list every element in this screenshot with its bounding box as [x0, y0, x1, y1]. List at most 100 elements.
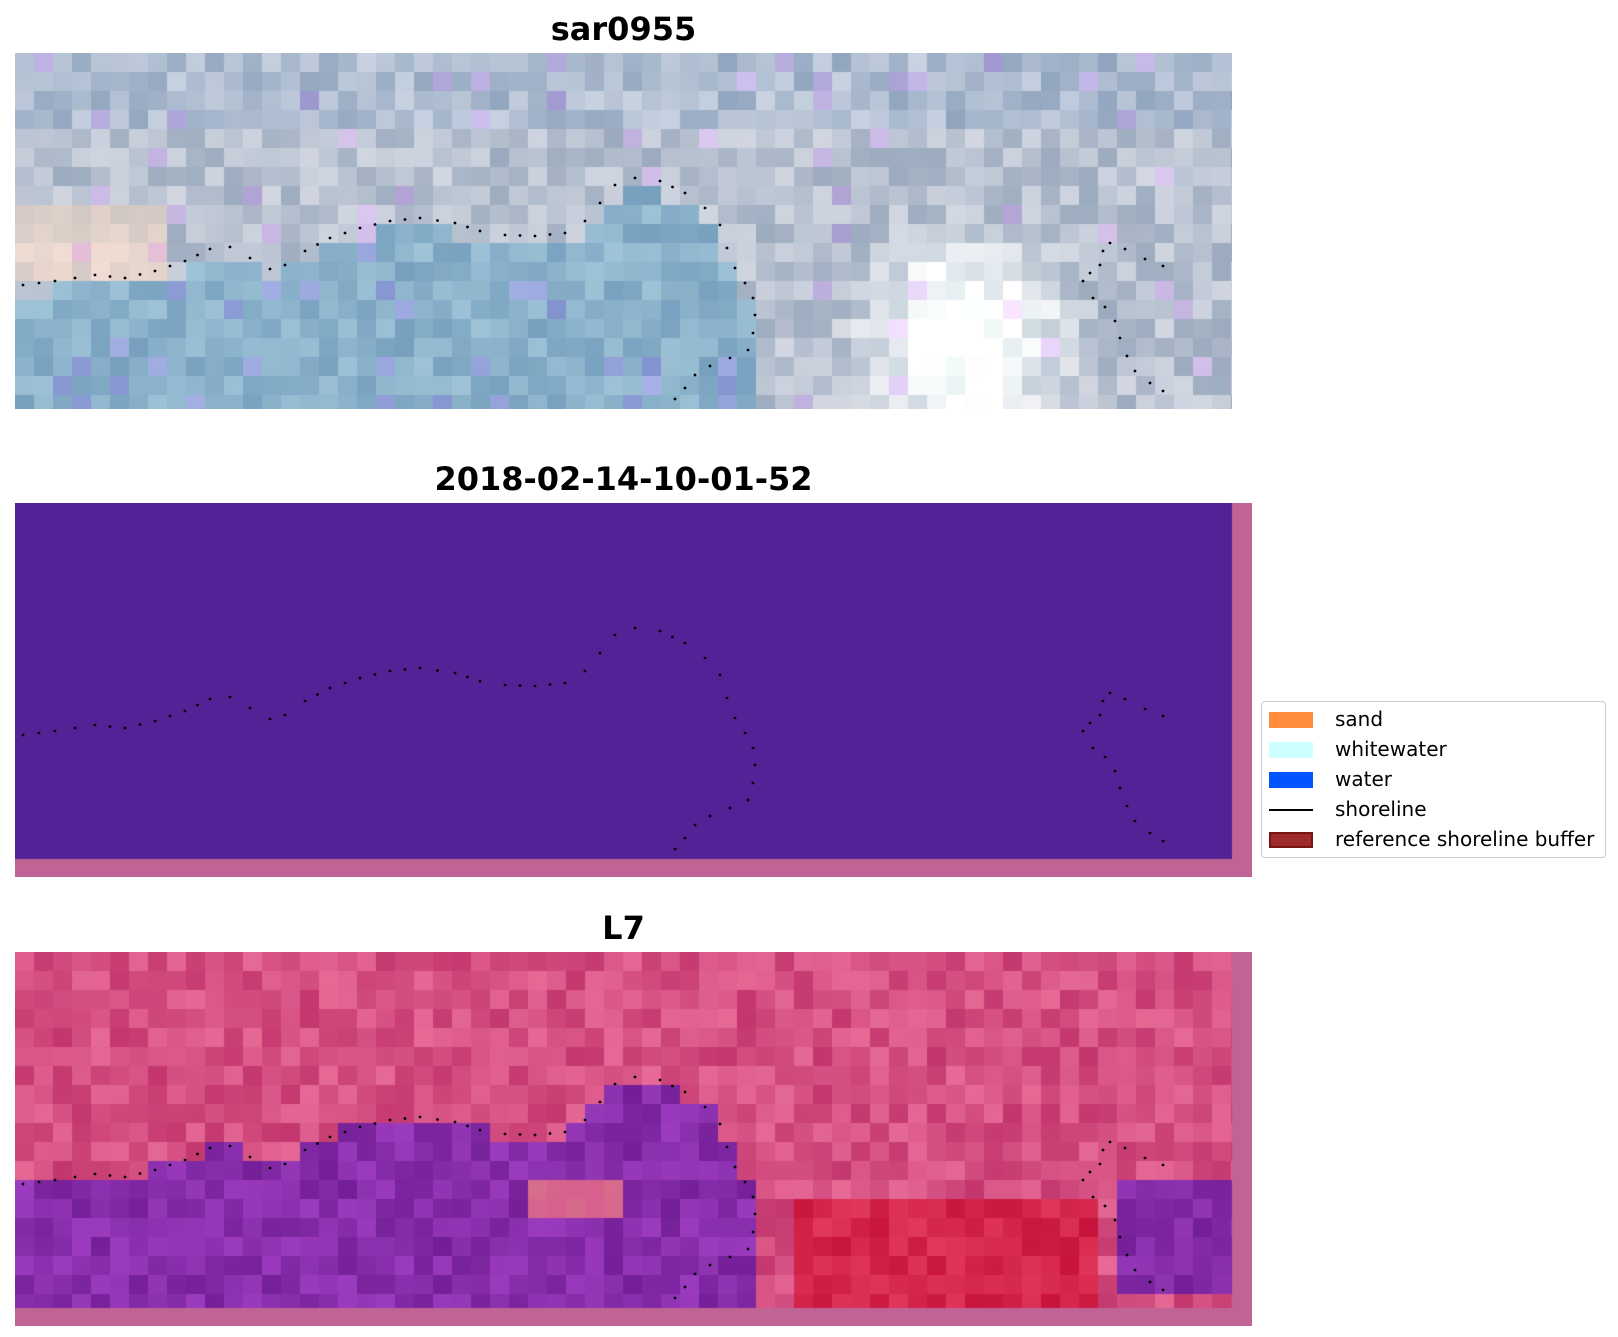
- shoreline-point: [658, 1078, 662, 1082]
- shoreline-point: [1161, 714, 1165, 718]
- shoreline-point: [613, 633, 617, 637]
- shoreline-point: [548, 233, 552, 236]
- shoreline-point: [248, 706, 252, 710]
- shoreline-point: [123, 1175, 127, 1179]
- rgb-image: [15, 53, 1232, 409]
- shoreline-point: [1091, 1195, 1095, 1199]
- shoreline-point: [316, 243, 319, 246]
- shoreline-point: [718, 673, 722, 677]
- shoreline-point: [1088, 1170, 1092, 1174]
- shoreline-point: [21, 733, 25, 737]
- shoreline-point: [1125, 1253, 1129, 1257]
- shoreline-point: [153, 719, 157, 723]
- shoreline-point: [403, 218, 407, 221]
- shoreline-point: [373, 673, 377, 676]
- rgb-image-panel: [15, 53, 1232, 409]
- shoreline-point: [533, 1133, 537, 1137]
- shoreline-point: [1143, 257, 1147, 261]
- shoreline-point: [673, 397, 677, 401]
- shoreline-point: [598, 1100, 602, 1104]
- shoreline-point: [583, 219, 587, 223]
- shoreline-point: [518, 234, 522, 237]
- shoreline-point: [1081, 1178, 1085, 1182]
- shoreline-point: [1161, 1288, 1165, 1292]
- legend-item-reference-buffer: reference shoreline buffer: [1269, 824, 1599, 854]
- shoreline-point: [1133, 819, 1137, 823]
- shoreline-point: [343, 231, 347, 235]
- shoreline-point: [683, 1090, 687, 1094]
- shoreline-point: [683, 191, 687, 195]
- legend-item-whitewater: whitewater: [1269, 734, 1599, 764]
- shoreline-point: [466, 1124, 469, 1128]
- shoreline-point: [1143, 1156, 1147, 1160]
- shoreline-point: [1098, 263, 1102, 267]
- legend-item-shoreline: shoreline: [1269, 794, 1599, 824]
- shoreline-point: [518, 1133, 522, 1136]
- shoreline-point: [703, 1105, 707, 1109]
- shoreline-point: [753, 763, 757, 767]
- shoreline-point: [153, 269, 157, 273]
- shoreline-point: [138, 1172, 142, 1175]
- shoreline-point: [1125, 804, 1129, 808]
- shoreline-point: [93, 723, 97, 727]
- shoreline-point: [268, 717, 272, 721]
- legend-item-water: water: [1269, 764, 1599, 794]
- shoreline-point: [1101, 699, 1105, 703]
- legend-label-water: water: [1335, 767, 1392, 791]
- shoreline-point: [683, 1285, 687, 1289]
- shoreline-point: [548, 683, 552, 686]
- shoreline-point: [1148, 1280, 1152, 1284]
- shoreline-point: [673, 847, 677, 851]
- shoreline-point: [108, 725, 112, 728]
- shoreline-point: [73, 726, 77, 730]
- shoreline-point: [548, 1132, 552, 1135]
- shoreline-point: [753, 313, 757, 317]
- shoreline-point: [168, 1163, 172, 1167]
- shoreline-point: [683, 641, 687, 645]
- shoreline-point: [708, 364, 712, 368]
- shoreline-point: [613, 183, 617, 187]
- shoreline-point: [196, 703, 199, 707]
- shoreline-point: [343, 681, 347, 685]
- legend-label-shoreline: shoreline: [1335, 797, 1427, 821]
- shoreline-point: [1113, 319, 1117, 323]
- shoreline-point: [1148, 831, 1152, 835]
- shoreline-point: [248, 256, 252, 260]
- shoreline-point: [183, 1158, 187, 1162]
- shoreline-point: [503, 233, 507, 237]
- shoreline-point: [658, 179, 662, 183]
- shoreline-point: [303, 1148, 307, 1152]
- legend: sand whitewater water shoreline referenc…: [1261, 701, 1606, 858]
- shoreline-point: [746, 348, 750, 352]
- shoreline-point: [693, 373, 697, 377]
- shoreline-point: [1123, 247, 1127, 251]
- shoreline-point: [228, 695, 232, 699]
- shoreline-point: [196, 1152, 199, 1156]
- shoreline-point: [328, 1135, 332, 1139]
- shoreline-point: [1103, 755, 1107, 759]
- shoreline-point: [388, 219, 392, 223]
- shoreline-point: [1133, 1268, 1137, 1272]
- shoreline-point: [563, 231, 567, 235]
- shoreline-point: [746, 1247, 750, 1251]
- shoreline-point: [21, 1182, 25, 1186]
- shoreline-point: [453, 221, 457, 225]
- shoreline-point: [208, 247, 212, 251]
- shoreline-point: [503, 1132, 507, 1136]
- shoreline-point: [1133, 369, 1137, 373]
- legend-item-sand: sand: [1269, 704, 1599, 734]
- shoreline-point: [183, 259, 187, 263]
- shoreline-point: [53, 279, 57, 283]
- classification-image: [15, 503, 1252, 877]
- shoreline-point: [671, 1084, 674, 1088]
- shoreline-point: [1123, 1146, 1127, 1150]
- shoreline-point: [613, 1082, 617, 1086]
- shoreline-point: [283, 713, 287, 717]
- shoreline-point: [168, 714, 172, 718]
- shoreline-point: [53, 729, 57, 733]
- shoreline-point: [388, 669, 392, 673]
- reference-buffer-swatch-icon: [1269, 832, 1313, 848]
- shoreline-point: [138, 723, 142, 726]
- shoreline-point: [728, 806, 732, 810]
- shoreline-point: [743, 281, 747, 285]
